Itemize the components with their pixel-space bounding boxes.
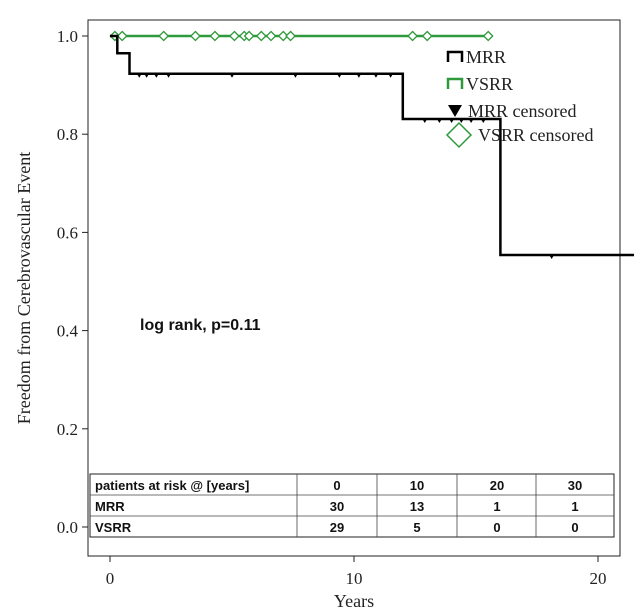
y-tick-label: 1.0	[57, 27, 78, 46]
censor-marker-vsrr	[421, 30, 433, 42]
censor-marker-mrr	[458, 117, 465, 123]
risk-table-cell: 0	[571, 520, 578, 535]
censor-marker-mrr	[136, 72, 143, 78]
risk-table-cell: 5	[413, 520, 420, 535]
y-tick-label: 0.6	[57, 223, 78, 242]
legend-vsrr-censored-icon	[445, 121, 473, 149]
risk-table-cell: 29	[330, 520, 344, 535]
censor-marker-mrr	[165, 72, 172, 78]
censor-marker-mrr	[372, 72, 379, 78]
censor-marker-vsrr	[407, 30, 418, 42]
x-tick-label: 20	[590, 569, 607, 588]
censor-marker-vsrr	[158, 30, 170, 42]
censor-marker-mrr	[292, 72, 299, 78]
legend: MRR VSRR MRR censored VSRR censored	[445, 47, 594, 149]
censor-marker-vsrr	[116, 30, 128, 42]
y-axis: 0.0 0.2 0.4 0.6 0.8 1.0	[57, 27, 88, 537]
risk-table-cell: 30	[330, 499, 344, 514]
legend-vsrr-censored-label: VSRR censored	[478, 125, 594, 145]
y-axis-title: Freedom from Cerebrovascular Event	[14, 152, 34, 424]
censor-marker-mrr	[143, 72, 150, 78]
legend-mrr-line-icon	[446, 50, 464, 62]
x-axis-title: Years	[334, 591, 374, 611]
censor-marker-mrr	[153, 72, 160, 78]
risk-table-cell: 13	[410, 499, 424, 514]
censor-marker-mrr	[421, 117, 428, 123]
risk-table-time: 0	[333, 478, 340, 493]
censor-marker-mrr	[387, 72, 394, 78]
censor-marker-mrr	[436, 117, 443, 123]
censor-marker-vsrr	[482, 30, 494, 42]
censor-marker-vsrr	[285, 30, 296, 42]
log-rank-annotation: log rank, p=0.11	[140, 317, 261, 334]
risk-table-header: patients at risk @ [years]	[95, 478, 249, 493]
x-tick-label: 10	[346, 569, 363, 588]
risk-table-time: 10	[410, 478, 424, 493]
y-tick-label: 0.0	[57, 518, 78, 537]
legend-mrr-label: MRR	[466, 47, 506, 67]
risk-table-row-label: MRR	[95, 499, 125, 514]
censor-marker-vsrr	[243, 30, 255, 42]
risk-table-row-label: VSRR	[95, 520, 132, 535]
series-layer	[109, 30, 634, 259]
censor-marker-mrr	[448, 117, 455, 123]
censor-marker-vsrr	[229, 30, 240, 42]
censor-marker-mrr	[548, 253, 555, 259]
legend-vsrr-label: VSRR	[466, 74, 513, 94]
risk-table: patients at risk @ [years] 0 10 20 30 MR…	[89, 473, 615, 538]
risk-table-cell: 1	[493, 499, 500, 514]
risk-table-cell: 1	[571, 499, 578, 514]
censor-marker-vsrr	[189, 30, 201, 42]
y-tick-label: 0.4	[57, 322, 79, 341]
censor-marker-vsrr	[277, 30, 289, 42]
risk-table-frame	[89, 473, 615, 538]
series-line-mrr	[110, 34, 634, 257]
legend-mrr-censored-icon	[448, 105, 462, 117]
risk-table-time: 20	[490, 478, 504, 493]
censor-marker-mrr	[229, 72, 235, 78]
legend-mrr-censored-label: MRR censored	[468, 101, 576, 121]
censor-marker-mrr	[355, 72, 362, 78]
censor-marker-vsrr	[265, 30, 277, 42]
x-axis: 010203040	[106, 556, 607, 588]
y-tick-label: 0.8	[57, 125, 78, 144]
risk-table-cell: 0	[493, 520, 500, 535]
risk-table-time: 30	[568, 478, 582, 493]
x-tick-label: 0	[106, 569, 115, 588]
censor-marker-vsrr	[255, 30, 267, 42]
censor-marker-mrr	[336, 72, 343, 78]
censor-marker-mrr	[468, 117, 475, 123]
censor-marker-vsrr	[209, 30, 221, 42]
legend-vsrr-line-icon	[446, 77, 464, 89]
censor-marker-mrr	[480, 117, 487, 123]
y-tick-label: 0.2	[57, 420, 78, 439]
